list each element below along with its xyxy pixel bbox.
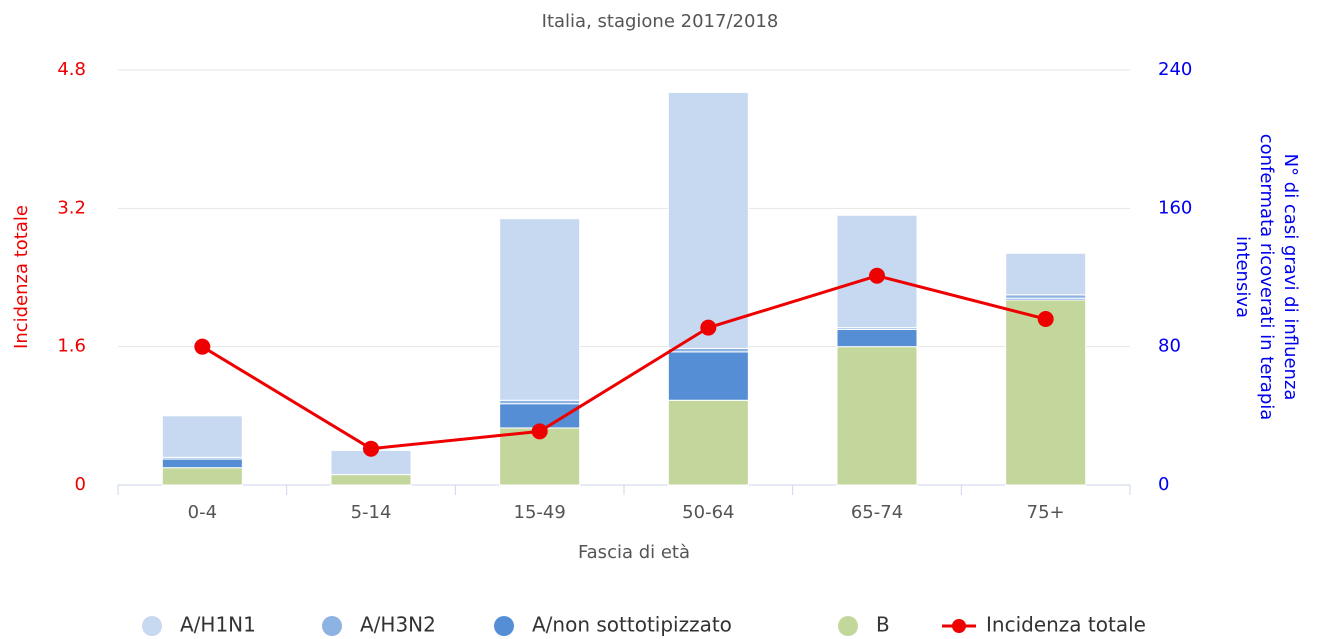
y2-axis-title: intensiva — [1232, 236, 1253, 318]
bar — [161, 467, 243, 486]
legend-item: A/H1N1 — [142, 613, 256, 637]
bar — [1005, 299, 1087, 486]
y2-axis-title: N° di casi gravi di influenza — [1280, 154, 1301, 401]
legend-label: B — [876, 613, 890, 637]
line — [201, 274, 1047, 451]
legend-label: A/H1N1 — [180, 613, 256, 637]
point — [869, 267, 885, 284]
legend-swatch — [838, 616, 858, 636]
chart-title: Italia, stagione 2017/2018 — [542, 11, 779, 32]
bar — [836, 328, 918, 348]
bar — [667, 351, 749, 401]
y-tick-label: 4.8 — [57, 59, 86, 80]
legend-item: B — [838, 613, 890, 637]
legend-label: A/non sottotipizzato — [532, 613, 732, 637]
y-axis-title: Incidenza totale — [11, 205, 32, 349]
point — [1037, 311, 1054, 327]
bar — [161, 415, 243, 458]
point — [194, 338, 211, 355]
bar — [499, 218, 581, 401]
y-tick-label: 3.2 — [57, 197, 86, 218]
legend-label: A/H3N2 — [360, 613, 436, 637]
legend-swatch — [142, 616, 162, 636]
bar — [499, 399, 581, 405]
bar — [1005, 294, 1087, 299]
y2-tick-label: 160 — [1158, 197, 1192, 218]
y-tick-label: 0 — [75, 474, 86, 495]
bar — [667, 347, 749, 353]
y2-tick-label: 80 — [1158, 336, 1181, 357]
y2-tick-label: 0 — [1158, 474, 1169, 495]
y-tick-label: 1.6 — [57, 336, 86, 357]
legend-swatch — [952, 619, 966, 633]
x-tick-label: 75+ — [1027, 502, 1065, 523]
x-tick-label: 50-64 — [682, 502, 734, 523]
legend-item: Incidenza totale — [942, 613, 1146, 637]
point — [531, 423, 548, 440]
x-tick-label: 15-49 — [514, 502, 566, 523]
y2-axis-title: confermata ricoverati in terapia — [1256, 134, 1277, 421]
legend-swatch — [494, 616, 514, 636]
bar — [330, 474, 412, 486]
x-tick-label: 0-4 — [188, 502, 217, 523]
x-tick-label: 5-14 — [351, 502, 392, 523]
bar — [836, 346, 918, 486]
x-tick-label: 65-74 — [851, 502, 903, 523]
legend-label: Incidenza totale — [986, 613, 1146, 637]
x-axis-title: Fascia di età — [578, 542, 690, 563]
legend-item: A/H3N2 — [322, 613, 436, 637]
point — [363, 440, 379, 457]
legend-swatch — [322, 616, 342, 636]
point — [700, 319, 717, 336]
legend-item: A/non sottotipizzato — [494, 613, 732, 637]
bar — [667, 399, 749, 486]
bar — [667, 91, 749, 349]
bar — [1005, 252, 1087, 296]
bar — [161, 458, 243, 469]
y2-tick-label: 240 — [1158, 59, 1192, 80]
